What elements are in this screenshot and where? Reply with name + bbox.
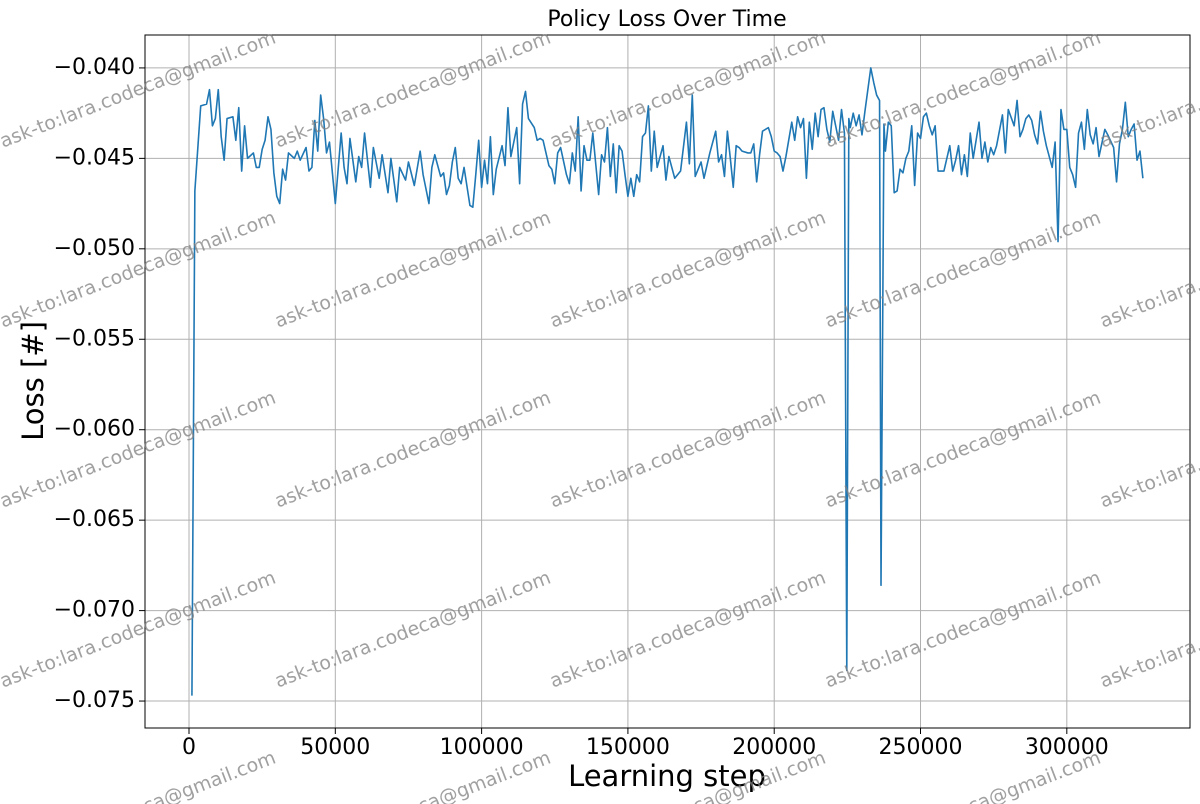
y-tick-label: −0.075 [54,688,135,713]
watermark: ask-to:lara.codeca@gmail.com [547,387,829,513]
watermarks: ask-to:lara.codeca@gmail.comask-to:lara.… [0,27,1200,804]
y-tick-label: −0.040 [54,55,135,80]
watermark: ask-to:lara.codeca@gmail.com [0,567,279,693]
y-tick-label: −0.045 [54,145,135,170]
y-tick-label: −0.070 [54,598,135,623]
watermark: ask-to:lara.codeca@gmail.com [822,567,1104,693]
watermark: ask-to:lara.codeca@gmail.com [547,207,829,333]
data-line [191,67,1144,696]
x-tick-label: 150000 [586,735,670,760]
y-tick-label: −0.050 [54,236,135,261]
watermark: ask-to:lara.codeca@gmail.com [547,567,829,693]
y-axis-label: Loss [#] [16,321,50,441]
y-tick-label: −0.055 [54,326,135,351]
watermark: ask-to:lara.codeca@gmail.com [272,567,554,693]
watermark: ask-to:lara.codeca@gmail.com [272,207,554,333]
x-tick-label: 300000 [1025,735,1109,760]
y-tick-label: −0.065 [54,507,135,532]
x-tick-label: 250000 [879,735,963,760]
watermark: ask-to:lara.codeca@gmail.com [1097,27,1200,153]
watermark: ask-to:lara.codeca@gmail.com [822,387,1104,513]
watermark: ask-to:lara.codeca@gmail.com [0,207,279,333]
watermark: ask-to:lara.codeca@gmail.com [272,387,554,513]
watermark: ask-to:lara.codeca@gmail.com [1097,747,1200,804]
watermark: ask-to:lara.codeca@gmail.com [822,27,1104,153]
watermark: ask-to:lara.codeca@gmail.com [0,747,279,804]
watermark: ask-to:lara.codeca@gmail.com [822,207,1104,333]
watermark: ask-to:lara.codeca@gmail.com [272,27,554,153]
axes-frame [144,34,1191,729]
x-tick-label: 200000 [732,735,816,760]
watermark: ask-to:lara.codeca@gmail.com [1097,207,1200,333]
x-axis-label: Learning step [568,759,766,793]
ticks: −0.075 −0.070 −0.065 −0.060 −0.055 −0.050 −0.0… [54,55,1109,760]
watermark: ask-to:lara.codeca@gmail.com [1097,567,1200,693]
y-tick-label: −0.060 [54,417,135,442]
x-tick-label: 100000 [440,735,524,760]
grid [145,35,1190,728]
chart-title: Policy Loss Over Time [547,7,786,32]
plot-area [191,67,1144,696]
x-tick-label: 50000 [300,735,370,760]
x-tick-label: 0 [182,735,196,760]
watermark: ask-to:lara.codeca@gmail.com [1097,387,1200,513]
